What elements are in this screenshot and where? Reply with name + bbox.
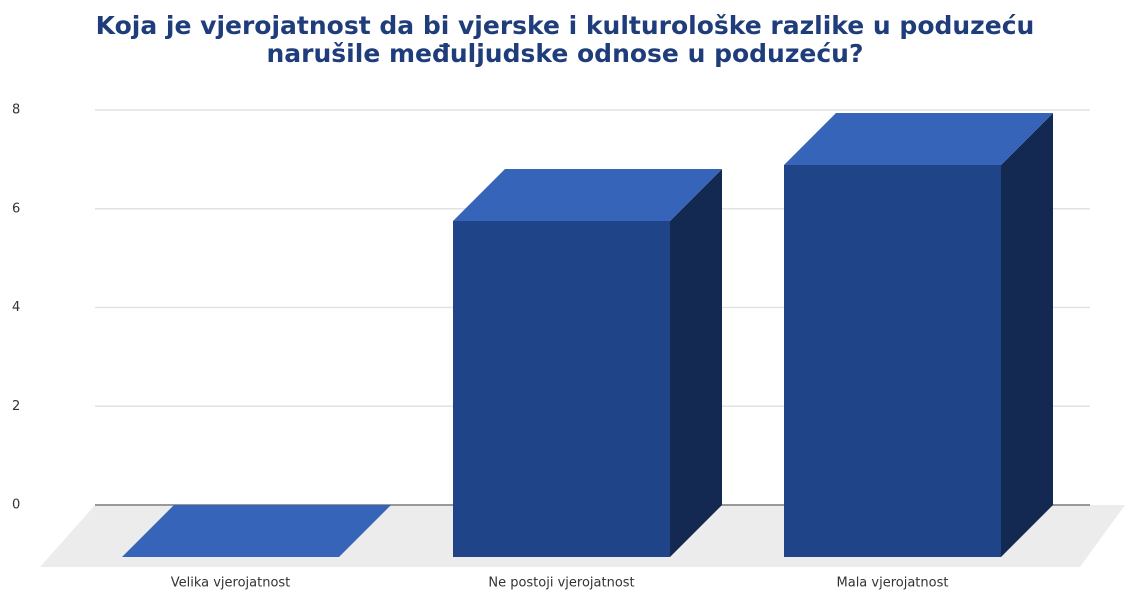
y-tick-label: 0 [12,498,20,513]
bar [784,113,1053,557]
bar-side [1001,113,1053,557]
y-tick-label: 8 [12,103,20,118]
bar-top [122,505,391,557]
x-tick-label: Velika vjerojatnost [171,576,291,591]
bar-side [670,169,722,557]
y-tick-label: 2 [12,399,20,414]
bar-front [453,221,670,557]
bar [122,505,391,557]
y-tick-label: 4 [12,300,20,315]
bar-front [784,165,1001,557]
x-tick-label: Mala vjerojatnost [837,576,949,591]
bar [453,169,722,557]
x-tick-label: Ne postoji vjerojatnost [488,576,634,591]
bar-top [453,169,722,221]
y-tick-label: 6 [12,201,20,216]
chart-title: Koja je vjerojatnost da bi vjerske i kul… [95,11,1035,68]
bar-top [784,113,1053,165]
